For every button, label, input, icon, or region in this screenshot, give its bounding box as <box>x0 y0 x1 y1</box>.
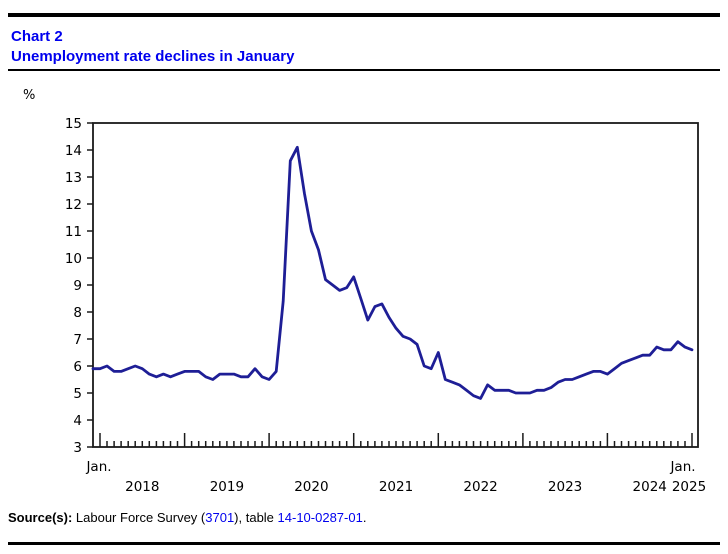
svg-text:10: 10 <box>65 251 82 267</box>
page-title: Unemployment rate declines in January <box>11 48 295 65</box>
svg-text:5: 5 <box>73 386 82 402</box>
svg-text:13: 13 <box>65 170 82 186</box>
svg-text:2019: 2019 <box>210 479 244 495</box>
svg-text:8: 8 <box>73 305 82 321</box>
svg-text:2022: 2022 <box>463 479 497 495</box>
svg-text:11: 11 <box>65 224 82 240</box>
svg-text:14: 14 <box>65 143 82 159</box>
svg-text:7: 7 <box>73 332 82 348</box>
source-text: Labour Force Survey ( <box>72 510 206 525</box>
svg-text:9: 9 <box>73 278 82 294</box>
bottom-divider <box>8 542 720 545</box>
svg-text:Jan.: Jan. <box>85 459 111 475</box>
table-number-link[interactable]: 14-10-0287-01 <box>277 510 363 525</box>
svg-text:2023: 2023 <box>548 479 582 495</box>
svg-text:15: 15 <box>65 116 82 132</box>
y-axis-unit-label: % <box>23 88 36 103</box>
svg-text:2025: 2025 <box>672 479 706 495</box>
svg-text:12: 12 <box>65 197 82 213</box>
top-divider <box>8 13 720 17</box>
svg-text:2020: 2020 <box>294 479 328 495</box>
title-divider <box>8 69 720 71</box>
chart-header: Chart 2 Unemployment rate declines in Ja… <box>11 27 294 67</box>
svg-text:2021: 2021 <box>379 479 413 495</box>
svg-text:2024: 2024 <box>633 479 667 495</box>
source-text: ), table <box>234 510 278 525</box>
svg-text:6: 6 <box>73 359 82 375</box>
source-note: Source(s): Labour Force Survey (3701), t… <box>8 510 366 525</box>
svg-text:3: 3 <box>73 440 82 456</box>
svg-text:2018: 2018 <box>125 479 159 495</box>
unemployment-rate-line-chart: 3 4 5 6 7 8 9 10 11 12 13 14 15 Jan. Jan. 2018 2019 2020 2… <box>65 116 706 495</box>
survey-number-link[interactable]: 3701 <box>205 510 235 525</box>
svg-text:4: 4 <box>73 413 82 429</box>
svg-text:Jan.: Jan. <box>669 459 695 475</box>
source-text: . <box>362 510 367 525</box>
chart-label: Chart 2 <box>11 28 63 45</box>
source-label: Source(s): <box>8 510 73 525</box>
